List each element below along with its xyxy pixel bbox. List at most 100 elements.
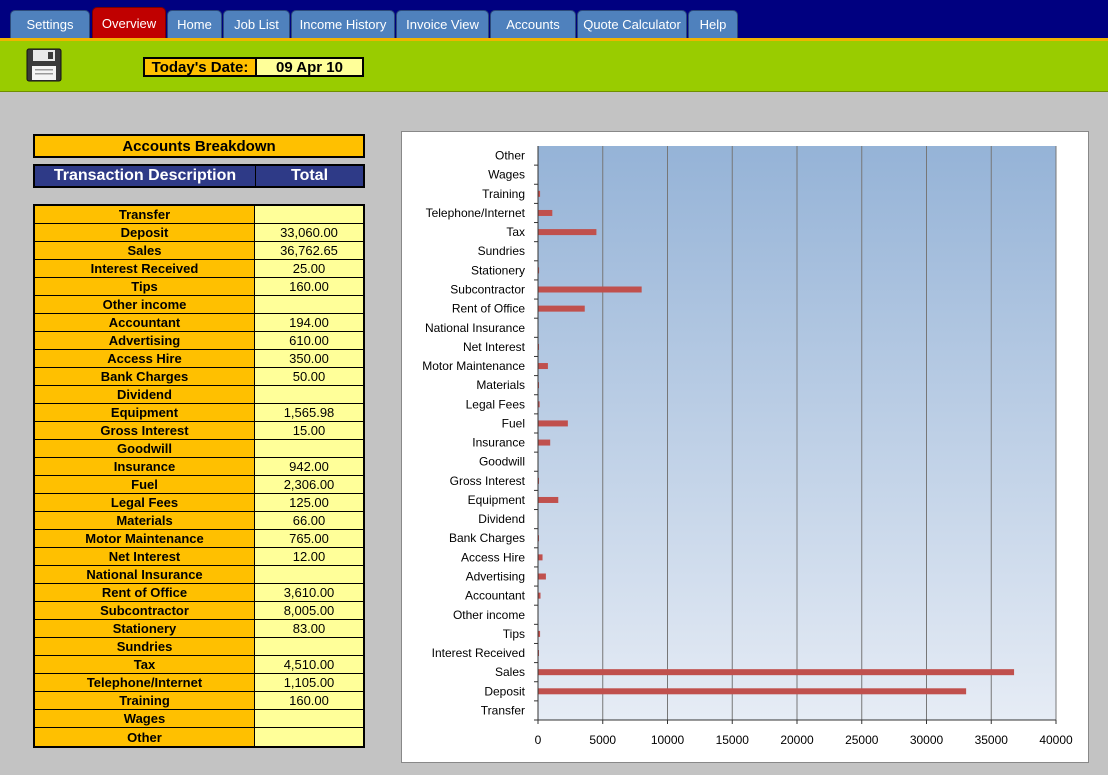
y-tick-label: Other income [453, 608, 525, 622]
row-total[interactable] [255, 728, 363, 746]
table-row: Interest Received 25.00 [35, 260, 363, 278]
row-total[interactable] [255, 710, 363, 727]
table-row: Equipment 1,565.98 [35, 404, 363, 422]
row-total[interactable]: 1,565.98 [255, 404, 363, 421]
row-total[interactable]: 83.00 [255, 620, 363, 637]
row-total[interactable] [255, 386, 363, 403]
bar [538, 496, 559, 503]
table-row: Net Interest 12.00 [35, 548, 363, 566]
table-row: Tax 4,510.00 [35, 656, 363, 674]
y-tick-label: Advertising [466, 570, 525, 584]
row-description: Rent of Office [35, 584, 255, 601]
row-total[interactable]: 25.00 [255, 260, 363, 277]
table-row: Telephone/Internet 1,105.00 [35, 674, 363, 692]
tab-overview[interactable]: Overview [92, 7, 166, 38]
x-tick-label: 20000 [780, 733, 814, 747]
row-total[interactable]: 4,510.00 [255, 656, 363, 673]
row-total[interactable]: 50.00 [255, 368, 363, 385]
bar [538, 190, 541, 197]
row-description: Stationery [35, 620, 255, 637]
bar [538, 630, 541, 637]
tab-invoice-view[interactable]: Invoice View [396, 10, 489, 38]
row-total[interactable]: 160.00 [255, 278, 363, 295]
row-total[interactable]: 942.00 [255, 458, 363, 475]
today-date: Today's Date: 09 Apr 10 [143, 57, 364, 77]
y-tick-label: Training [482, 187, 525, 201]
row-description: Dividend [35, 386, 255, 403]
row-description: Tax [35, 656, 255, 673]
y-tick-label: Goodwill [479, 455, 525, 469]
tab-bar: Settings Overview Home Job List Income H… [0, 0, 1108, 38]
x-tick-label: 25000 [845, 733, 879, 747]
y-tick-label: Rent of Office [452, 302, 525, 316]
table-row: Tips 160.00 [35, 278, 363, 296]
table-row: Bank Charges 50.00 [35, 368, 363, 386]
row-total[interactable]: 125.00 [255, 494, 363, 511]
row-total[interactable]: 3,610.00 [255, 584, 363, 601]
row-total[interactable]: 765.00 [255, 530, 363, 547]
row-description: Wages [35, 710, 255, 727]
row-description: Motor Maintenance [35, 530, 255, 547]
y-tick-label: Net Interest [463, 340, 526, 354]
row-description: Insurance [35, 458, 255, 475]
tab-accounts[interactable]: Accounts [490, 10, 576, 38]
table-row: Deposit 33,060.00 [35, 224, 363, 242]
bar [538, 363, 548, 370]
bar [538, 669, 1015, 676]
y-tick-label: Motor Maintenance [422, 359, 525, 373]
bar [538, 401, 540, 408]
y-tick-label: Materials [476, 378, 525, 392]
y-tick-label: Stationery [471, 263, 525, 277]
bar [538, 286, 642, 293]
y-tick-label: Other [495, 149, 525, 163]
row-total[interactable]: 8,005.00 [255, 602, 363, 619]
row-description: Goodwill [35, 440, 255, 457]
row-total[interactable] [255, 638, 363, 655]
floppy-disk-icon[interactable] [26, 48, 62, 82]
row-description: Other [35, 728, 255, 746]
row-total[interactable]: 36,762.65 [255, 242, 363, 259]
row-total[interactable]: 194.00 [255, 314, 363, 331]
row-total[interactable]: 15.00 [255, 422, 363, 439]
row-description: Subcontractor [35, 602, 255, 619]
tab-help[interactable]: Help [688, 10, 738, 38]
tab-settings[interactable]: Settings [10, 10, 90, 38]
y-tick-label: Transfer [481, 703, 525, 717]
row-total[interactable]: 610.00 [255, 332, 363, 349]
y-tick-label: Access Hire [461, 550, 525, 564]
column-header-total: Total [290, 167, 329, 184]
tab-home[interactable]: Home [167, 10, 222, 38]
y-tick-label: Telephone/Internet [426, 206, 526, 220]
row-total[interactable]: 160.00 [255, 692, 363, 709]
table-row: Dividend [35, 386, 363, 404]
row-description: Legal Fees [35, 494, 255, 511]
row-total[interactable]: 33,060.00 [255, 224, 363, 241]
row-total[interactable]: 2,306.00 [255, 476, 363, 493]
y-tick-label: Gross Interest [450, 474, 526, 488]
row-total[interactable]: 1,105.00 [255, 674, 363, 691]
table-row: Access Hire 350.00 [35, 350, 363, 368]
accounts-bar-chart: 0 5000 10000 15000 20000 25000 30000 35000 40000… [401, 131, 1089, 763]
tab-income-history[interactable]: Income History [291, 10, 395, 38]
row-total[interactable] [255, 566, 363, 583]
row-total[interactable]: 66.00 [255, 512, 363, 529]
tab-quote-calculator[interactable]: Quote Calculator [577, 10, 687, 38]
row-total[interactable]: 12.00 [255, 548, 363, 565]
row-total[interactable]: 350.00 [255, 350, 363, 367]
x-tick-label: 0 [535, 733, 542, 747]
tab-job-list[interactable]: Job List [223, 10, 290, 38]
table-row: Motor Maintenance 765.00 [35, 530, 363, 548]
table-row: National Insurance [35, 566, 363, 584]
row-description: Equipment [35, 404, 255, 421]
row-total[interactable] [255, 296, 363, 313]
row-description: Training [35, 692, 255, 709]
y-tick-label: Equipment [468, 493, 526, 507]
row-description: Bank Charges [35, 368, 255, 385]
column-header-description: Transaction Description [35, 166, 256, 186]
y-tick-label: Sales [495, 665, 525, 679]
row-description: Transfer [35, 206, 255, 223]
date-value: 09 Apr 10 [257, 59, 362, 76]
row-total[interactable] [255, 440, 363, 457]
row-total[interactable] [255, 206, 363, 223]
y-tick-label: Wages [488, 168, 525, 182]
